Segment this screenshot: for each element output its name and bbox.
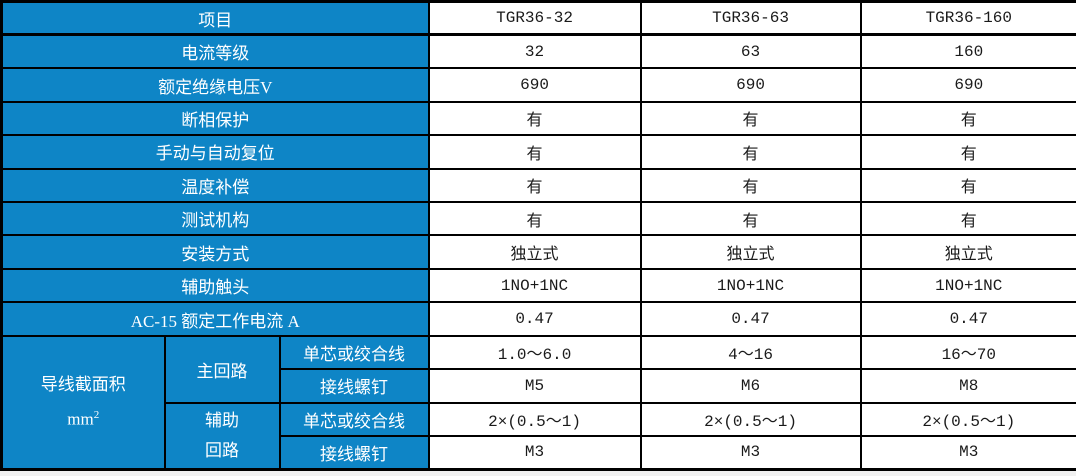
cell-value: 有	[427, 167, 642, 204]
cell-value: 有	[427, 134, 642, 170]
cell-value: 有	[427, 201, 642, 237]
wire-section-unit: mm2	[67, 409, 100, 429]
cell-value: M5	[427, 368, 642, 404]
table-row-mounting-type: 安装方式 独立式 独立式 独立式	[0, 234, 1076, 270]
cell-value: 独立式	[859, 234, 1076, 270]
cell-value: M3	[427, 434, 642, 471]
cell-value: 690	[859, 67, 1076, 103]
cell-value: 2×(0.5～1)	[859, 401, 1076, 437]
table-row-main-wire: 导线截面积 mm2 主回路 单芯或绞合线 1.0～6.0 4～16 16～70	[0, 334, 1076, 471]
cell-value: 0.47	[859, 301, 1076, 337]
cell-value: 独立式	[639, 234, 862, 270]
row-label: 测试机构	[0, 201, 430, 237]
cell-value: 4～16	[639, 334, 862, 371]
table-row-main-screw: 接线螺钉 M5 M6 M8	[2, 368, 1076, 404]
table-row-aux-wire: 辅助 回路 单芯或绞合线 2×(0.5～1) 2×(0.5～1) 2×(0.5～…	[2, 401, 1076, 471]
cell-value: 有	[639, 167, 862, 204]
main-circuit-label: 主回路	[163, 334, 281, 404]
table-row-ac15-rated-current: AC-15 额定工作电流 A 0.47 0.47 0.47	[0, 301, 1076, 337]
cell-value: 63	[639, 33, 862, 70]
cell-value: 1NO+1NC	[639, 267, 862, 304]
cell-value: 独立式	[427, 234, 642, 270]
table-row-temperature-compensation: 温度补偿 有 有 有	[0, 167, 1076, 204]
cell-value: 2×(0.5～1)	[639, 401, 862, 437]
cell-value: 有	[859, 100, 1076, 137]
table-row-current-rating: 电流等级 32 63 160	[0, 33, 1076, 70]
cell-value: 有	[859, 201, 1076, 237]
row-label: 温度补偿	[0, 167, 430, 204]
cell-value: 有	[427, 100, 642, 137]
column-header-model-1: TGR36-32	[427, 0, 642, 37]
table-row-phase-failure-protection: 断相保护 有 有 有	[0, 100, 1076, 137]
table-row-auxiliary-contacts: 辅助触头 1NO+1NC 1NO+1NC 1NO+1NC	[0, 267, 1076, 304]
header-label: 项目	[0, 0, 430, 37]
cell-value: 有	[639, 201, 862, 237]
cell-value: 690	[427, 67, 642, 103]
cell-value: 1NO+1NC	[427, 267, 642, 304]
cell-value: 有	[639, 100, 862, 137]
cell-value: M8	[859, 368, 1076, 404]
cell-value: 2×(0.5～1)	[427, 401, 642, 437]
cell-value: 16～70	[859, 334, 1076, 371]
table-row-insulation-voltage: 额定绝缘电压V 690 690 690	[0, 67, 1076, 103]
cell-value: 有	[859, 167, 1076, 204]
wire-section-title: 导线截面积	[40, 375, 126, 395]
cell-value: 690	[639, 67, 862, 103]
table-row-manual-auto-reset: 手动与自动复位 有 有 有	[0, 134, 1076, 170]
row-label: 额定绝缘电压V	[0, 67, 430, 103]
cell-value: M3	[639, 434, 862, 471]
row-label: 手动与自动复位	[0, 134, 430, 170]
cell-value: 32	[427, 33, 642, 70]
row-label: AC-15 额定工作电流 A	[0, 301, 430, 337]
table-row-test-mechanism: 测试机构 有 有 有	[0, 201, 1076, 237]
row-label: 辅助触头	[0, 267, 430, 304]
row-label: 单芯或绞合线	[278, 334, 430, 371]
cell-value: M3	[859, 434, 1076, 471]
row-label: 接线螺钉	[278, 434, 430, 471]
row-label: 电流等级	[0, 33, 430, 70]
cell-value: 1NO+1NC	[859, 267, 1076, 304]
cell-value: 0.47	[427, 301, 642, 337]
cell-value: 有	[859, 134, 1076, 170]
row-label: 接线螺钉	[278, 368, 430, 404]
cell-value: 有	[639, 134, 862, 170]
aux-circuit-label: 辅助 回路	[163, 401, 281, 471]
cell-value: M6	[639, 368, 862, 404]
wire-section-group-label: 导线截面积 mm2	[0, 334, 166, 471]
cell-value: 160	[859, 33, 1076, 70]
column-header-model-3: TGR36-160	[859, 0, 1076, 37]
table-row-aux-screw: 接线螺钉 M3 M3 M3	[2, 434, 1076, 471]
row-label: 断相保护	[0, 100, 430, 137]
row-label: 单芯或绞合线	[278, 401, 430, 437]
row-label: 安装方式	[0, 234, 430, 270]
cell-value: 1.0～6.0	[427, 334, 642, 371]
header-row: 项目 TGR36-32 TGR36-63 TGR36-160	[0, 0, 1076, 37]
cell-value: 0.47	[639, 301, 862, 337]
column-header-model-2: TGR36-63	[639, 0, 862, 37]
